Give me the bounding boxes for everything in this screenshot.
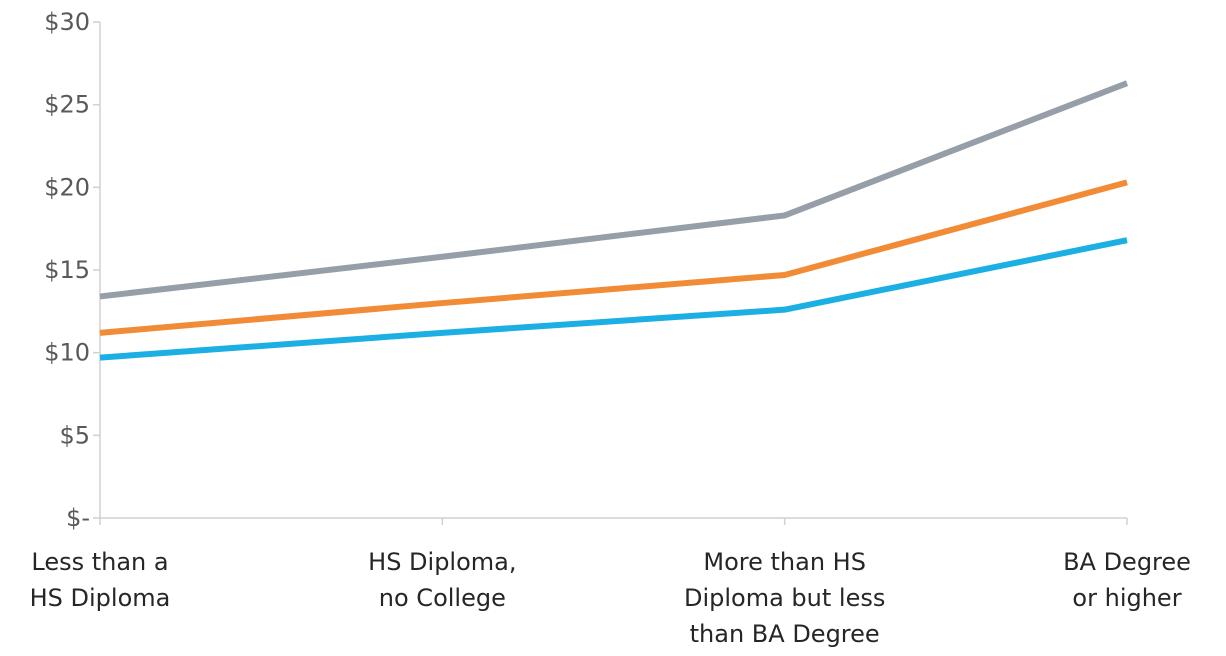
y-tick-label: $15 bbox=[44, 256, 90, 284]
x-category-label-line: Less than a bbox=[31, 548, 168, 576]
x-category-labels: Less than a HS Diploma HS Diploma, no Colle… bbox=[30, 548, 1191, 648]
chart-axes bbox=[93, 21, 1128, 525]
x-category-label-line: BA Degree bbox=[1063, 548, 1191, 576]
x-category-label-line: or higher bbox=[1072, 584, 1181, 612]
x-category-label: BA Degree or higher bbox=[1063, 548, 1191, 612]
x-category-label-line: than BA Degree bbox=[690, 620, 880, 648]
y-tick-label: $5 bbox=[59, 421, 90, 449]
y-tick-labels: $- $5 $10 $15 $20 $25 $30 bbox=[44, 8, 90, 532]
x-category-label-line: Diploma but less bbox=[684, 584, 885, 612]
x-category-label: More than HS Diploma but less than BA Degr… bbox=[684, 548, 885, 648]
y-tick-label: $- bbox=[66, 504, 90, 532]
x-category-label: HS Diploma, no College bbox=[368, 548, 516, 612]
x-category-label-line: no College bbox=[379, 584, 506, 612]
y-tick-label: $25 bbox=[44, 91, 90, 119]
x-category-label: Less than a HS Diploma bbox=[30, 548, 171, 612]
series-line-1 bbox=[99, 80, 1129, 300]
y-tick-label: $30 bbox=[44, 8, 90, 36]
y-tick-label: $10 bbox=[44, 339, 90, 367]
x-category-label-line: HS Diploma, bbox=[368, 548, 516, 576]
series-line-3 bbox=[99, 237, 1128, 361]
x-category-label-line: More than HS bbox=[703, 548, 866, 576]
chart-series bbox=[99, 80, 1129, 361]
y-tick-label: $20 bbox=[44, 173, 90, 201]
x-category-label-line: HS Diploma bbox=[30, 584, 171, 612]
series-line-2 bbox=[99, 179, 1128, 336]
